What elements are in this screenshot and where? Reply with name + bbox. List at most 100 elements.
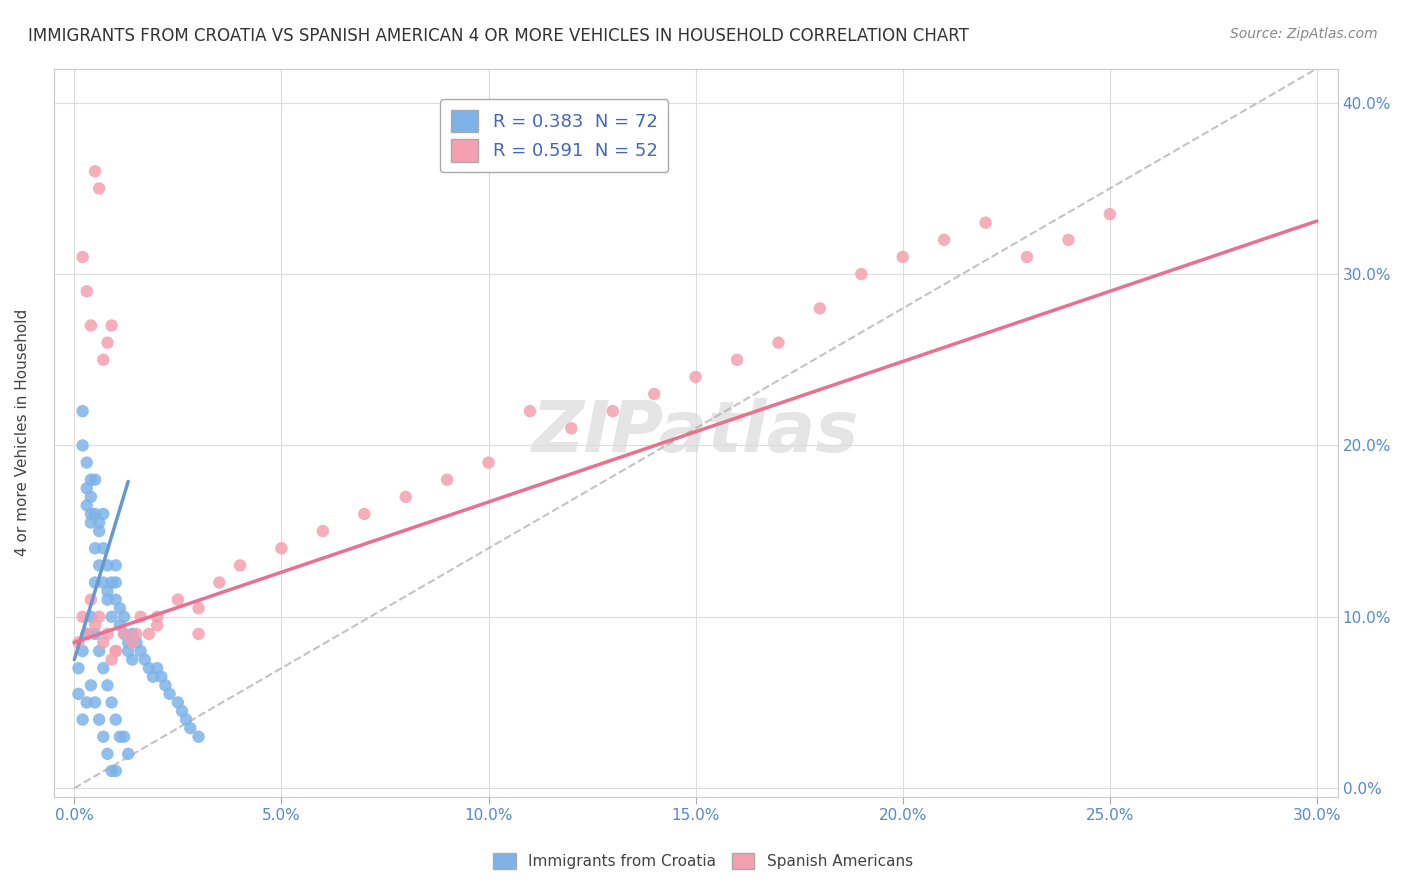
Point	[96, 747, 118, 761]
Point	[142, 670, 165, 684]
Text: Source: ZipAtlas.com: Source: ZipAtlas.com	[1230, 27, 1378, 41]
Point	[72, 609, 94, 624]
Point	[104, 644, 127, 658]
Point	[155, 678, 177, 692]
Text: ZIPatlas: ZIPatlas	[531, 398, 859, 467]
Point	[89, 558, 111, 573]
Point	[129, 609, 152, 624]
Point	[72, 404, 94, 418]
Point	[72, 644, 94, 658]
Point	[91, 507, 114, 521]
Point	[89, 609, 111, 624]
Point	[100, 764, 122, 778]
Point	[91, 730, 114, 744]
Text: IMMIGRANTS FROM CROATIA VS SPANISH AMERICAN 4 OR MORE VEHICLES IN HOUSEHOLD CORR: IMMIGRANTS FROM CROATIA VS SPANISH AMERI…	[28, 27, 969, 45]
Point	[229, 558, 252, 573]
Point	[80, 507, 103, 521]
Point	[80, 490, 103, 504]
Point	[851, 267, 873, 281]
Point	[112, 627, 135, 641]
Point	[436, 473, 458, 487]
Point	[89, 644, 111, 658]
Point	[134, 652, 156, 666]
Point	[146, 609, 169, 624]
Point	[76, 627, 98, 641]
Point	[96, 678, 118, 692]
Point	[67, 661, 90, 675]
Point	[96, 584, 118, 599]
Point	[96, 558, 118, 573]
Point	[84, 507, 107, 521]
Point	[80, 318, 103, 333]
Point	[187, 627, 209, 641]
Point	[72, 713, 94, 727]
Point	[91, 661, 114, 675]
Point	[100, 575, 122, 590]
Point	[560, 421, 582, 435]
Point	[112, 609, 135, 624]
Point	[121, 627, 143, 641]
Point	[80, 473, 103, 487]
Point	[76, 695, 98, 709]
Point	[121, 635, 143, 649]
Point	[150, 670, 173, 684]
Point	[104, 764, 127, 778]
Point	[84, 695, 107, 709]
Point	[91, 575, 114, 590]
Legend: Immigrants from Croatia, Spanish Americans: Immigrants from Croatia, Spanish America…	[486, 847, 920, 875]
Point	[67, 635, 90, 649]
Point	[108, 618, 131, 632]
Point	[91, 352, 114, 367]
Point	[104, 713, 127, 727]
Point	[138, 661, 160, 675]
Point	[76, 627, 98, 641]
Point	[167, 695, 190, 709]
Point	[643, 387, 665, 401]
Point	[80, 516, 103, 530]
Point	[76, 456, 98, 470]
Point	[108, 601, 131, 615]
Point	[84, 627, 107, 641]
Point	[84, 164, 107, 178]
Point	[100, 652, 122, 666]
Point	[89, 524, 111, 538]
Point	[76, 481, 98, 495]
Point	[76, 285, 98, 299]
Point	[80, 609, 103, 624]
Point	[104, 644, 127, 658]
Legend: R = 0.383  N = 72, R = 0.591  N = 52: R = 0.383 N = 72, R = 0.591 N = 52	[440, 99, 668, 172]
Point	[725, 352, 748, 367]
Point	[270, 541, 292, 556]
Point	[159, 687, 181, 701]
Point	[395, 490, 418, 504]
Point	[1015, 250, 1038, 264]
Point	[100, 609, 122, 624]
Point	[91, 541, 114, 556]
Point	[934, 233, 956, 247]
Y-axis label: 4 or more Vehicles in Household: 4 or more Vehicles in Household	[15, 309, 30, 557]
Point	[84, 618, 107, 632]
Point	[519, 404, 541, 418]
Point	[117, 644, 139, 658]
Point	[167, 592, 190, 607]
Point	[89, 713, 111, 727]
Point	[808, 301, 831, 316]
Point	[121, 652, 143, 666]
Point	[104, 575, 127, 590]
Point	[67, 687, 90, 701]
Point	[72, 438, 94, 452]
Point	[76, 499, 98, 513]
Point	[89, 516, 111, 530]
Point	[108, 730, 131, 744]
Point	[84, 575, 107, 590]
Point	[129, 644, 152, 658]
Point	[208, 575, 231, 590]
Point	[100, 695, 122, 709]
Point	[138, 627, 160, 641]
Point	[768, 335, 790, 350]
Point	[96, 592, 118, 607]
Point	[602, 404, 624, 418]
Point	[685, 370, 707, 384]
Point	[96, 335, 118, 350]
Point	[353, 507, 375, 521]
